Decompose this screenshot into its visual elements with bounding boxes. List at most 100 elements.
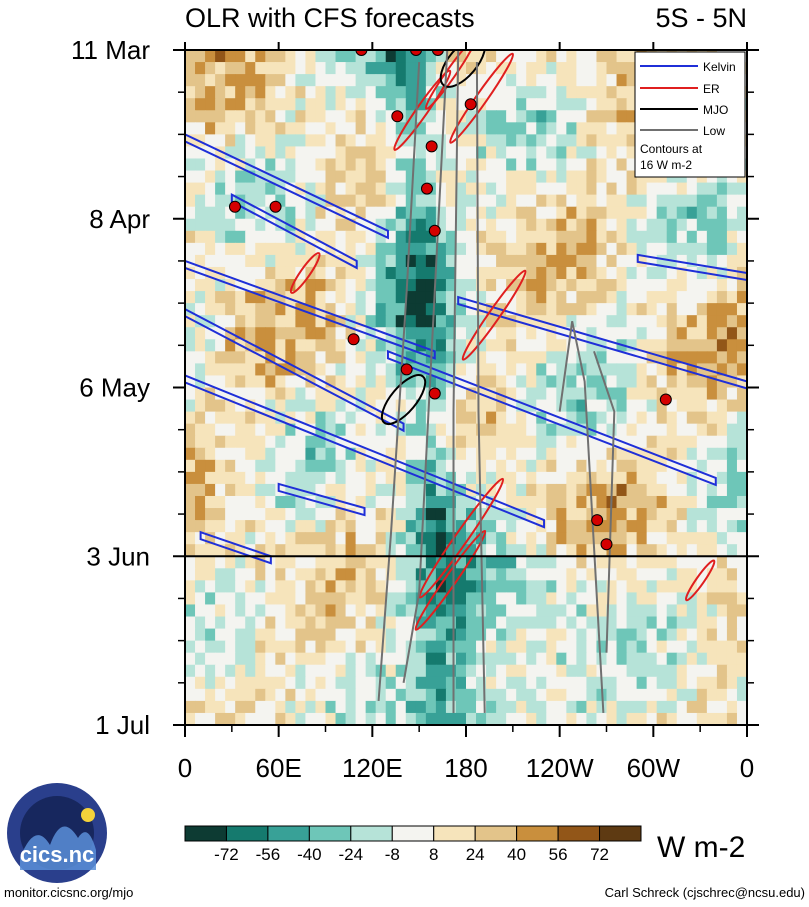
olr-cell: [586, 363, 598, 377]
olr-cell: [686, 327, 698, 340]
olr-cell: [546, 50, 557, 63]
olr-cell: [486, 158, 497, 172]
olr-cell: [546, 254, 557, 268]
olr-cell: [325, 50, 337, 63]
olr-cell: [676, 242, 688, 256]
olr-cell: [265, 291, 276, 304]
olr-cell: [566, 206, 577, 220]
olr-cell: [415, 459, 427, 473]
olr-cell: [385, 676, 397, 690]
olr-cell: [716, 604, 728, 618]
olr-cell: [466, 170, 477, 184]
olr-cell: [405, 134, 417, 148]
olr-cell: [255, 459, 266, 473]
olr-cell: [586, 471, 598, 485]
olr-cell: [345, 459, 357, 473]
olr-cell: [295, 471, 307, 485]
olr-cell: [566, 580, 577, 594]
olr-cell: [215, 62, 226, 75]
olr-cell: [315, 134, 327, 148]
olr-cell: [716, 315, 728, 328]
olr-cell: [586, 640, 598, 654]
olr-cell: [325, 604, 337, 618]
olr-cell: [656, 399, 668, 413]
olr-cell: [586, 74, 598, 87]
olr-cell: [566, 182, 577, 196]
olr-cell: [736, 435, 747, 449]
olr-cell: [506, 182, 517, 196]
olr-cell: [205, 411, 216, 425]
olr-cell: [335, 387, 347, 401]
olr-cell: [195, 74, 206, 87]
olr-cell: [245, 580, 256, 594]
olr-cell: [215, 254, 226, 268]
olr-cell: [536, 616, 547, 630]
olr-cell: [736, 592, 747, 606]
olr-cell: [666, 712, 678, 725]
olr-cell: [265, 628, 276, 642]
olr-cell: [596, 266, 608, 280]
olr-cell: [385, 230, 397, 244]
olr-cell: [696, 556, 708, 569]
olr-cell: [305, 327, 317, 340]
olr-cell: [405, 483, 417, 497]
olr-cell: [205, 604, 216, 618]
olr-cell: [636, 652, 648, 666]
olr-cell: [516, 435, 527, 449]
olr-cell: [405, 712, 417, 725]
olr-cell: [486, 592, 497, 606]
olr-cell: [205, 86, 216, 99]
olr-cell: [425, 508, 437, 521]
olr-cell: [686, 712, 698, 725]
olr-cell: [536, 218, 547, 232]
olr-cell: [385, 254, 397, 268]
olr-cell: [405, 327, 417, 340]
olr-cell: [435, 266, 447, 280]
olr-cell: [215, 170, 226, 184]
colorbar-units: W m-2: [657, 831, 745, 864]
olr-cell: [315, 712, 327, 725]
olr-cell: [496, 411, 507, 425]
olr-cell: [305, 363, 317, 377]
olr-cell: [225, 339, 236, 352]
olr-cell: [606, 568, 618, 581]
olr-cell: [455, 616, 467, 630]
olr-cell: [616, 134, 628, 148]
olr-cell: [666, 568, 678, 581]
olr-cell: [626, 399, 638, 413]
olr-cell: [435, 580, 447, 594]
olr-cell: [195, 520, 206, 533]
olr-cell: [385, 146, 397, 160]
olr-cell: [365, 556, 377, 569]
olr-cell: [375, 182, 387, 196]
olr-cell: [616, 568, 628, 581]
olr-cell: [255, 520, 266, 533]
olr-cell: [185, 98, 196, 111]
olr-cell: [566, 640, 577, 654]
olr-cell: [626, 471, 638, 485]
olr-cell: [405, 688, 417, 702]
olr-cell: [205, 110, 216, 123]
olr-cell: [325, 170, 337, 184]
olr-cell: [255, 628, 266, 642]
olr-cell: [616, 351, 628, 364]
olr-cell: [466, 652, 477, 666]
olr-cell: [496, 688, 507, 702]
olr-cell: [476, 206, 487, 220]
olr-cell: [415, 495, 427, 509]
olr-cell: [385, 508, 397, 521]
olr-cell: [395, 580, 407, 594]
olr-cell: [696, 652, 708, 666]
olr-cell: [566, 435, 577, 449]
olr-cell: [325, 327, 337, 340]
olr-cell: [445, 363, 457, 377]
olr-cell: [476, 628, 487, 642]
olr-cell: [726, 291, 738, 304]
olr-cell: [235, 520, 246, 533]
olr-cell: [195, 652, 206, 666]
olr-cell: [536, 640, 547, 654]
olr-cell: [726, 688, 738, 702]
olr-cell: [686, 483, 698, 497]
olr-cell: [536, 98, 547, 111]
olr-cell: [235, 688, 246, 702]
